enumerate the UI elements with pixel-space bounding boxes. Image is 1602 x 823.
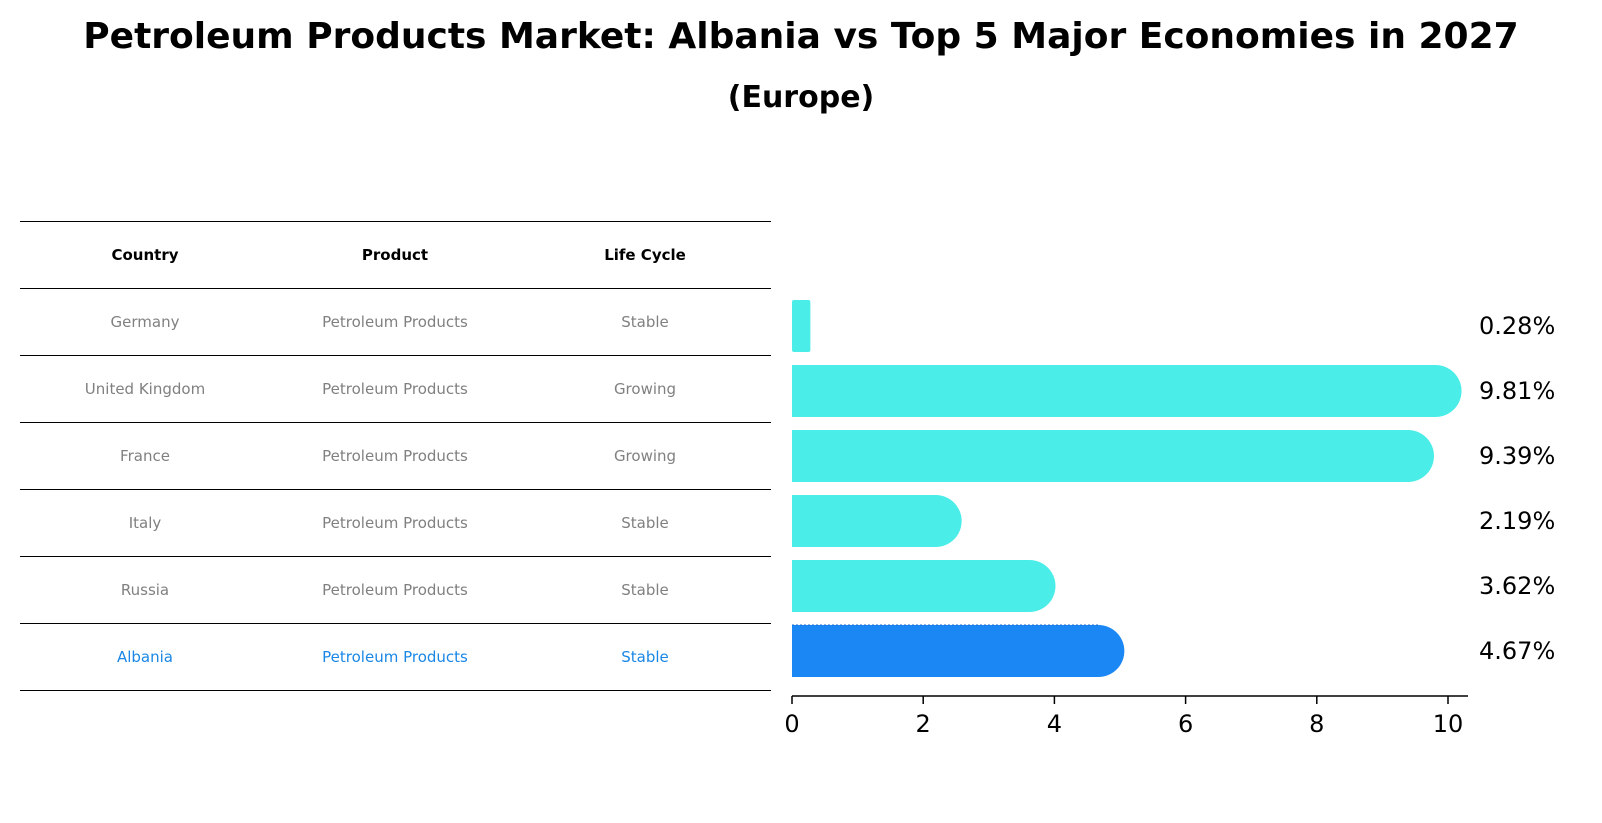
value-label: 4.67%	[1479, 637, 1555, 665]
cell-product: Petroleum Products	[322, 380, 468, 398]
chart-subtitle: (Europe)	[727, 80, 875, 115]
cell-life-cycle: Stable	[621, 648, 669, 666]
bar-base	[792, 365, 818, 417]
x-tick-label: 0	[784, 710, 799, 738]
value-label: 0.28%	[1479, 312, 1555, 340]
cell-product: Petroleum Products	[322, 447, 468, 465]
cell-life-cycle: Growing	[613, 447, 677, 465]
value-label: 2.19%	[1479, 507, 1555, 535]
bar	[792, 560, 1056, 612]
cell-life-cycle: Stable	[621, 581, 669, 599]
cell-product: Petroleum Products	[322, 581, 468, 599]
data-table: Country Product Life Cycle Germany Petro…	[20, 221, 771, 691]
value-label: 9.81%	[1479, 377, 1555, 405]
bar	[792, 495, 962, 547]
table-row: Italy Petroleum Products Stable	[20, 489, 771, 556]
cell-country: Italy	[128, 514, 162, 532]
bar-base	[792, 495, 818, 547]
chart-title: Petroleum Products Market: Albania vs To…	[83, 16, 1519, 57]
cell-country: Russia	[120, 581, 170, 599]
bar	[792, 625, 1125, 677]
table-row: United Kingdom Petroleum Products Growin…	[20, 355, 771, 422]
bar	[792, 430, 1434, 482]
x-tick-label: 10	[1433, 710, 1464, 738]
cell-life-cycle: Stable	[621, 514, 669, 532]
cell-country: United Kingdom	[84, 380, 206, 398]
bar-base	[792, 430, 818, 482]
cell-product: Petroleum Products	[322, 514, 468, 532]
bar-base	[792, 625, 818, 677]
cell-country: France	[120, 447, 170, 465]
table-row: France Petroleum Products Growing	[20, 422, 771, 489]
table-row-highlighted: Albania Petroleum Products Stable	[20, 623, 771, 691]
table-row: Germany Petroleum Products Stable	[20, 288, 771, 355]
value-label: 3.62%	[1479, 572, 1555, 600]
value-label: 9.39%	[1479, 442, 1555, 470]
x-tick-label: 6	[1178, 710, 1193, 738]
header-life-cycle: Life Cycle	[604, 246, 686, 264]
cell-product: Petroleum Products	[322, 648, 468, 666]
bar	[792, 300, 811, 352]
cell-country: Germany	[110, 313, 180, 331]
x-tick-label: 8	[1309, 710, 1324, 738]
x-tick-label: 4	[1047, 710, 1062, 738]
cell-country: Albania	[116, 648, 173, 666]
cell-life-cycle: Stable	[621, 313, 669, 331]
bar-base	[792, 560, 818, 612]
x-tick-label: 2	[916, 710, 931, 738]
bar	[792, 365, 1462, 417]
header-product: Product	[361, 246, 429, 264]
cell-product: Petroleum Products	[322, 313, 468, 331]
header-country: Country	[111, 246, 179, 264]
table-row: Russia Petroleum Products Stable	[20, 556, 771, 623]
cell-life-cycle: Growing	[613, 380, 677, 398]
table-header-row: Country Product Life Cycle	[20, 221, 771, 288]
